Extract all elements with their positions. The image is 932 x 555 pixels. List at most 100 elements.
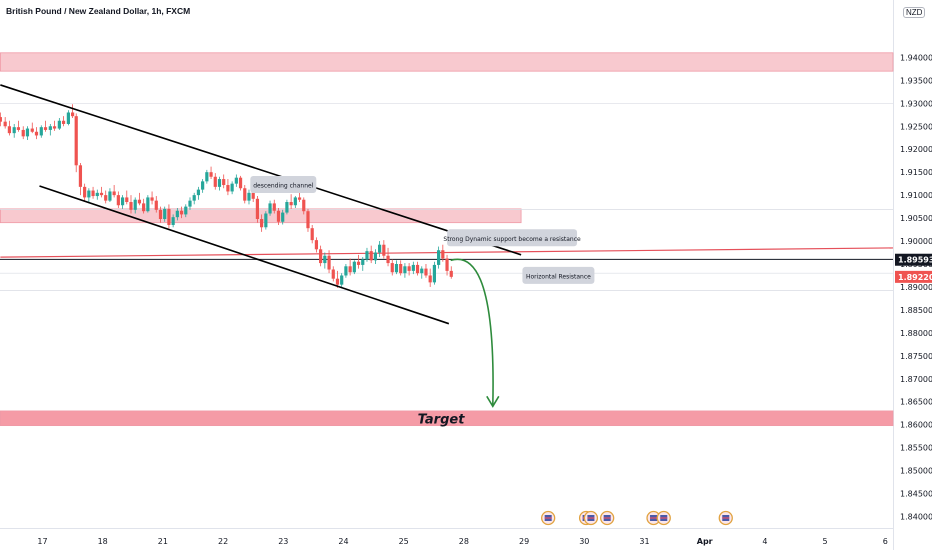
candle-body: [314, 240, 319, 250]
y-tick-label: 1.93000: [900, 99, 932, 108]
x-tick-label: 18: [98, 537, 108, 546]
candle-body: [230, 183, 234, 192]
candle-body: [66, 112, 70, 124]
y-tick-label: 1.84500: [900, 490, 932, 499]
candle-body: [196, 189, 201, 196]
x-tick-label: 25: [399, 537, 409, 546]
y-tick-label: 1.91000: [900, 191, 932, 200]
event-flag-icon[interactable]: [718, 510, 733, 526]
candle-body: [61, 120, 66, 124]
x-tick-label: 23: [278, 537, 288, 546]
candle-body: [348, 266, 352, 273]
candle-body: [99, 192, 104, 196]
y-tick-label: 1.89000: [900, 283, 932, 292]
candle-body: [382, 244, 386, 256]
candle-body: [179, 210, 184, 215]
candle-body: [167, 208, 171, 225]
y-tick-label: 1.90500: [900, 214, 932, 223]
last-price-text: 1.89593: [898, 256, 932, 265]
y-tick-label: 1.88000: [900, 329, 932, 338]
candle-body: [403, 266, 407, 274]
candle-body: [87, 190, 91, 198]
candle-body: [399, 264, 403, 274]
candle-body: [150, 197, 154, 201]
candle-body: [21, 129, 25, 137]
candle-body: [184, 206, 188, 215]
y-tick-label: 1.88500: [900, 306, 932, 315]
candle-body: [74, 116, 78, 166]
candle-body: [327, 255, 331, 270]
candle-body: [57, 120, 61, 129]
candle-body: [293, 197, 297, 206]
second-price-bg: [895, 270, 932, 283]
candle-body: [352, 261, 356, 273]
candle-body: [213, 176, 217, 187]
second-price-text: 1.89220: [898, 273, 932, 282]
candle-body: [71, 112, 75, 117]
y-tick-label: 1.90000: [900, 237, 932, 246]
projection-arrow: [450, 258, 494, 407]
candle-body: [146, 197, 150, 212]
x-tick-label: 17: [37, 537, 47, 546]
x-tick-label: 22: [218, 537, 228, 546]
annotation-callout: descending channel: [250, 176, 317, 194]
candle-body: [335, 278, 340, 285]
x-tick-label: 6: [883, 537, 888, 546]
candle-body: [116, 195, 120, 206]
x-tick-label: 28: [459, 537, 469, 546]
candle-body: [91, 190, 95, 197]
candle-body: [373, 252, 378, 261]
candle-body: [344, 266, 348, 276]
candle-body: [3, 121, 7, 127]
candle-body: [306, 211, 310, 229]
y-tick-label: 1.87000: [900, 375, 932, 384]
candle-body: [432, 264, 437, 283]
x-tick-label: 30: [579, 537, 589, 546]
candle-body: [238, 177, 243, 189]
candle-body: [125, 197, 129, 203]
y-tick-label: 1.85500: [900, 444, 932, 453]
candle-body: [424, 268, 428, 276]
projection-arrow-head: [486, 395, 500, 408]
candle-body: [158, 209, 163, 220]
event-flag-icon[interactable]: [541, 510, 556, 526]
candle-body: [365, 251, 369, 260]
candle-body: [7, 126, 11, 134]
event-flag-icon[interactable]: [656, 510, 671, 526]
x-tick-label: 4: [762, 537, 767, 546]
candle-body: [340, 275, 344, 285]
candle-body: [319, 249, 323, 264]
annotation-callout: Horizontal Resistance: [522, 266, 595, 284]
candle-body: [411, 264, 415, 271]
currency-label[interactable]: NZD: [903, 7, 926, 18]
candle-body: [390, 263, 394, 273]
candle-body: [264, 213, 268, 228]
annotation-text: descending channel: [253, 183, 313, 190]
candle-body: [302, 199, 306, 212]
candle-body: [394, 264, 399, 273]
candle-body: [30, 128, 34, 132]
candle-body: [120, 197, 125, 206]
channel-upper-line: [0, 84, 522, 256]
y-tick-label: 1.87500: [900, 352, 932, 361]
candle-body: [83, 186, 87, 198]
candle-body: [12, 127, 16, 134]
candle-body: [415, 264, 420, 274]
candle-body: [133, 199, 137, 210]
target-label: Target: [418, 412, 466, 427]
candle-body: [192, 195, 196, 201]
event-flag-icon[interactable]: [583, 510, 599, 526]
chart-title: British Pound / New Zealand Dollar, 1h, …: [6, 6, 191, 16]
candle-body: [255, 198, 260, 220]
channel-lower-line: [39, 185, 450, 325]
annotation-text: Horizontal Resistance: [526, 273, 591, 280]
event-flag-icon[interactable]: [600, 510, 615, 526]
target-zone: [0, 410, 894, 427]
candle-body: [285, 202, 289, 213]
y-tick-label: 1.91500: [900, 168, 932, 177]
annotation-text: Strong Dynamic support become a resistan…: [443, 236, 581, 243]
candle-body: [205, 172, 209, 182]
candle-body: [209, 172, 213, 177]
candle-body: [16, 127, 21, 130]
